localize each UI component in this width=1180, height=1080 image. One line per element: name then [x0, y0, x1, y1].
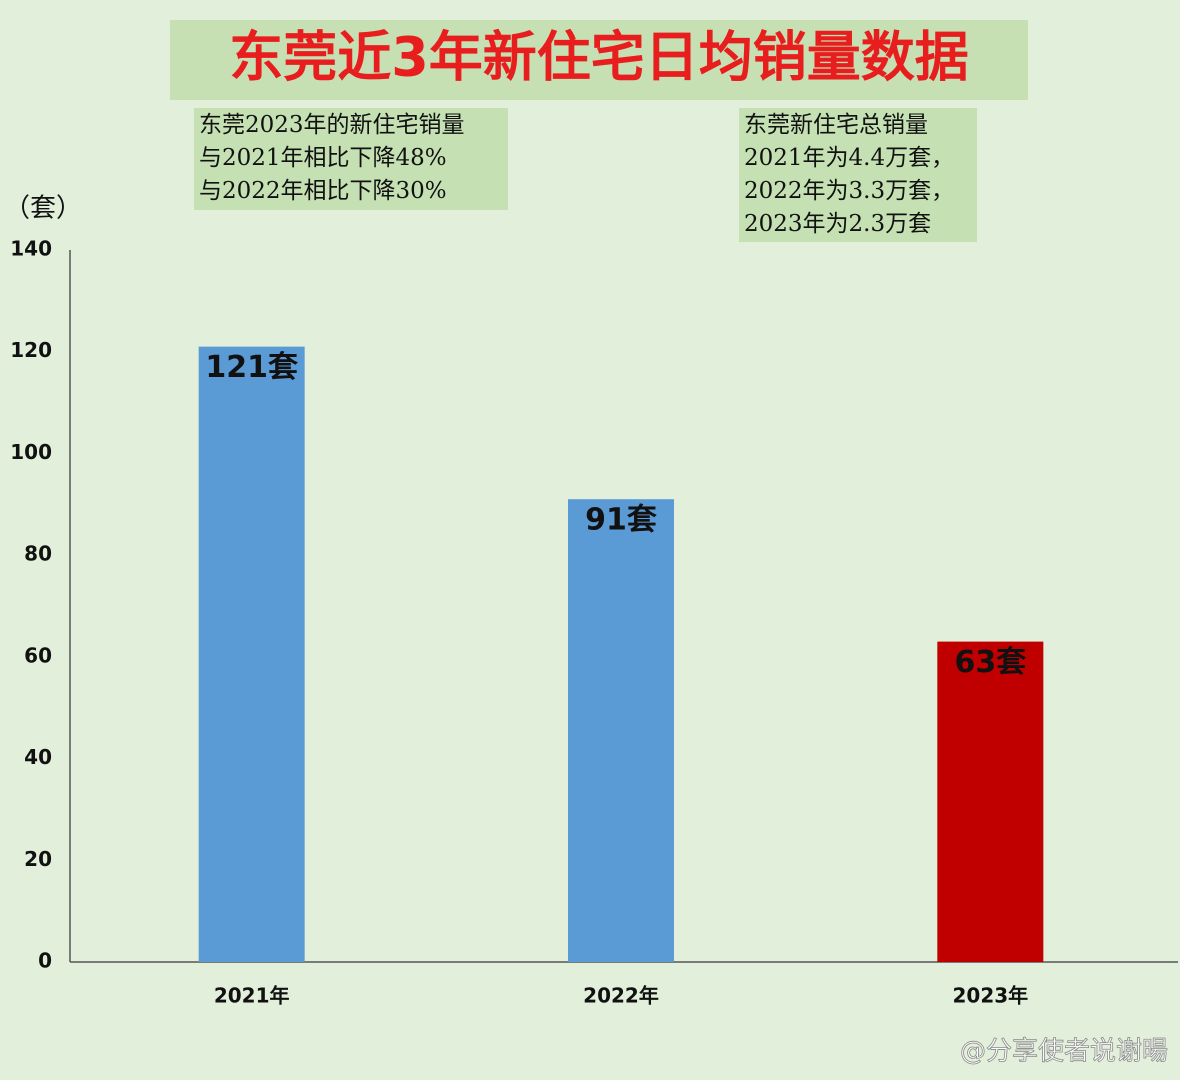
annotation-line: 2022年为3.3万套，	[744, 178, 954, 204]
title-box	[170, 20, 1028, 100]
annotation-line: 与2022年相比下降30%	[199, 178, 447, 204]
x-tick-label: 2022年	[583, 984, 659, 1008]
y-tick-label: 0	[38, 949, 52, 973]
y-tick-label: 100	[10, 440, 52, 464]
x-tick-label: 2021年	[214, 984, 290, 1008]
annotation-line: 与2021年相比下降48%	[199, 145, 447, 171]
watermark: @分享使者说谢暘	[960, 1037, 1168, 1067]
bar	[198, 346, 305, 963]
y-tick-label: 80	[24, 542, 52, 566]
chart-title: 东莞近3年新住宅日均销量数据	[229, 26, 969, 89]
y-tick-label: 140	[10, 237, 52, 261]
value-label: 63套	[954, 645, 1026, 680]
annotation-box	[194, 108, 508, 210]
y-tick-label: 20	[24, 847, 52, 871]
y-tick-label: 120	[10, 338, 52, 362]
y-tick-label: 40	[24, 745, 52, 769]
value-label: 121套	[205, 350, 298, 385]
y-tick-label: 60	[24, 643, 52, 667]
annotation-line: 东莞2023年的新住宅销量	[199, 112, 465, 138]
annotation-box	[739, 108, 977, 242]
bar	[937, 641, 1044, 962]
bar	[568, 499, 674, 962]
y-axis-label: （套）	[4, 194, 82, 224]
annotation-line: 东莞新住宅总销量	[744, 112, 928, 138]
annotation-line: 2021年为4.4万套，	[744, 145, 954, 171]
annotation-line: 2023年为2.3万套	[744, 211, 931, 237]
value-label: 91套	[585, 503, 657, 538]
x-tick-label: 2023年	[952, 984, 1028, 1008]
